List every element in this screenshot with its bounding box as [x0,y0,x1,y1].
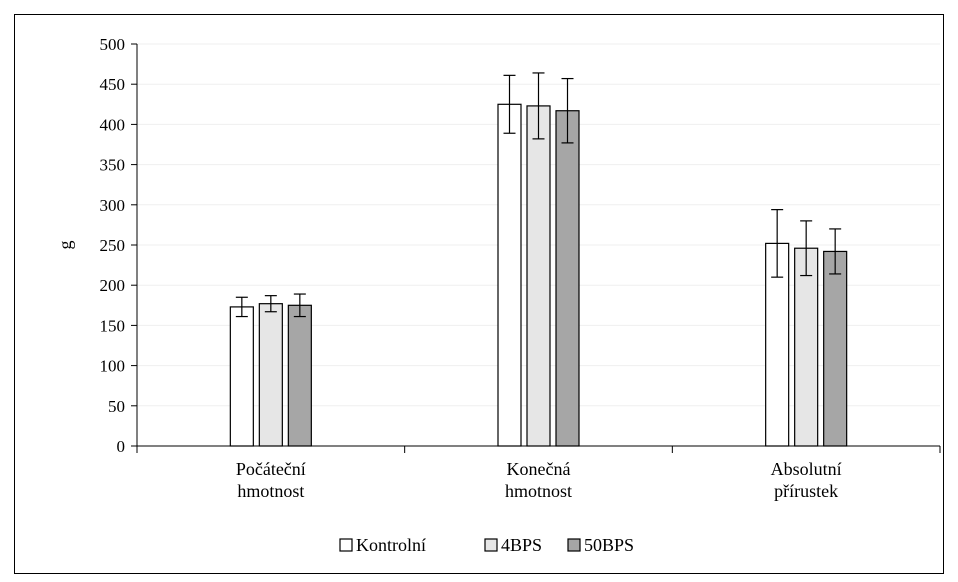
y-tick-label: 100 [100,357,126,376]
x-category-label: hmotnost [237,481,304,501]
legend-label-4bps: 4BPS [501,535,542,555]
legend-label-kontrolní: Kontrolní [356,535,426,555]
bar-50bps-0 [287,304,312,447]
y-tick-label: 150 [100,316,126,335]
bar-kontrolní-1 [497,103,522,447]
bar-4bps-1 [526,105,551,447]
legend-swatch-4bps [484,538,498,552]
y-tick-label: 250 [100,236,126,255]
bar-50bps-1 [555,110,580,447]
bar-4bps-2 [794,247,819,447]
x-category-label: přírustek [774,481,838,501]
bar-50bps-2 [823,250,848,447]
y-tick-label: 0 [117,437,126,456]
y-tick-label: 500 [100,35,126,54]
bar-4bps-0 [258,303,283,447]
x-category-label: hmotnost [505,481,572,501]
y-tick-label: 50 [108,397,125,416]
y-axis-title: g [55,241,75,250]
x-category-label: Konečná [507,459,571,479]
bar-kontrolní-0 [229,306,254,447]
legend-label-50bps: 50BPS [584,535,634,555]
y-tick-label: 350 [100,156,126,175]
x-category-label: Počáteční [236,459,306,479]
y-tick-label: 300 [100,196,126,215]
y-tick-label: 200 [100,276,126,295]
y-tick-label: 400 [100,115,126,134]
legend-swatch-kontrolní [339,538,353,552]
y-tick-label: 450 [100,75,126,94]
x-category-label: Absolutní [771,459,842,479]
legend-swatch-50bps [567,538,581,552]
